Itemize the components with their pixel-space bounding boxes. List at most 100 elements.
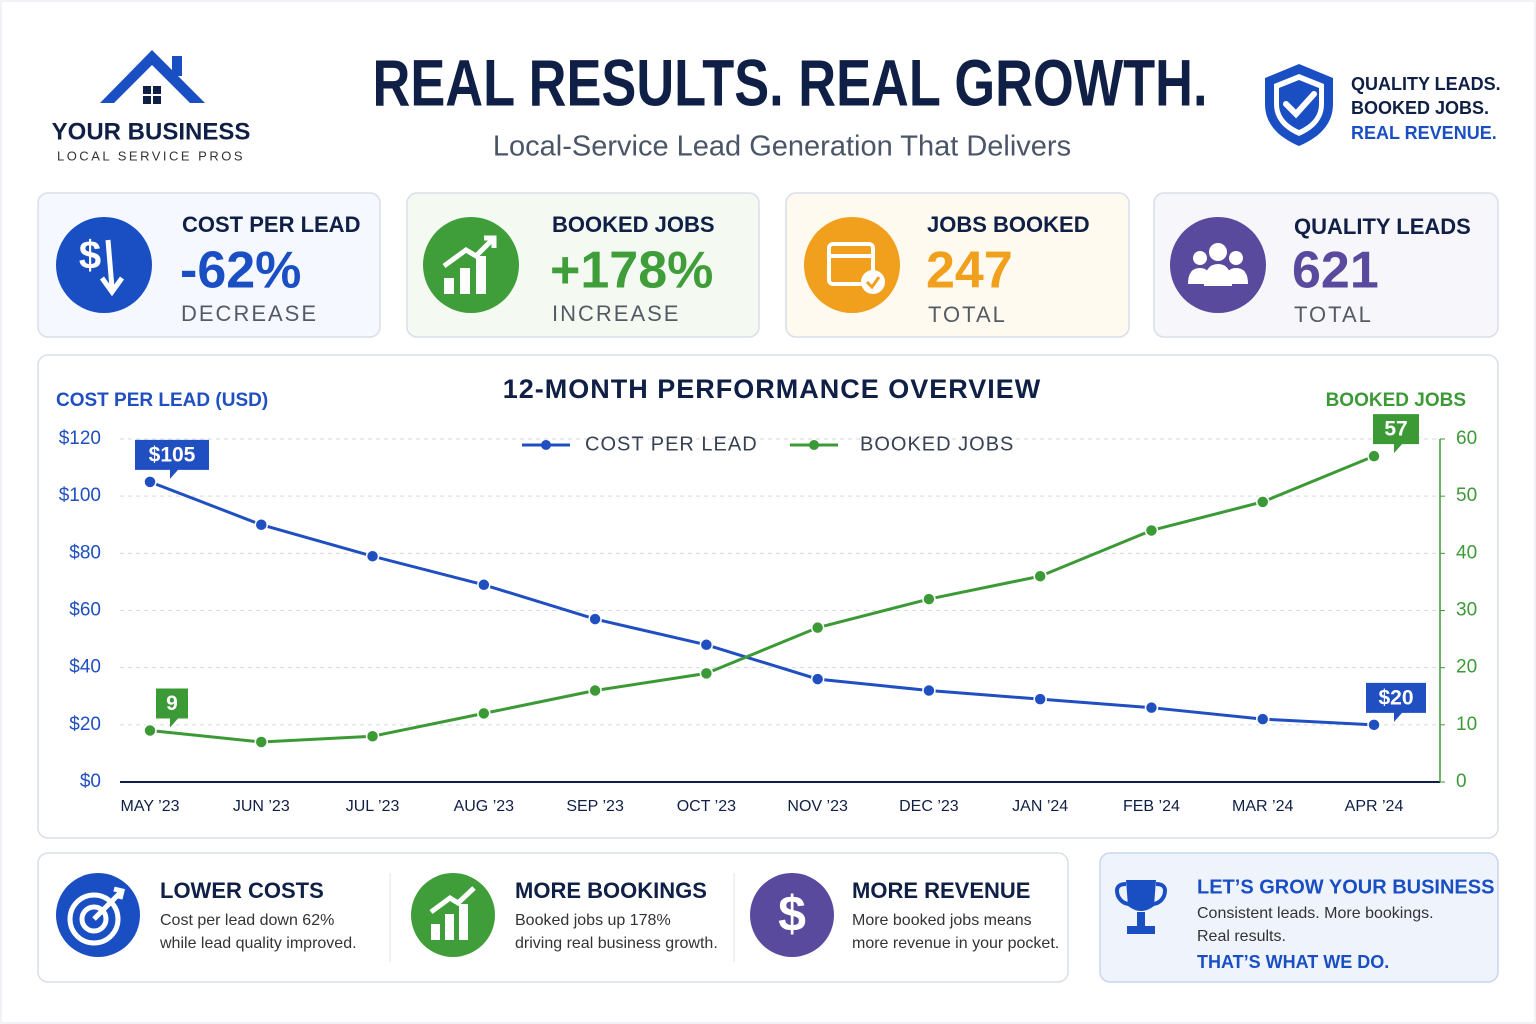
y2-tick-label: 50 <box>1456 485 1477 506</box>
stat-label: COST PER LEAD <box>182 212 360 237</box>
data-point <box>922 683 936 698</box>
cta-panel <box>1099 852 1499 983</box>
svg-text:$: $ <box>79 234 101 278</box>
stat-value: 621 <box>1292 242 1379 300</box>
cta-closing: THAT’S WHAT WE DO. <box>1197 952 1389 972</box>
data-point <box>1033 692 1047 706</box>
series-line <box>149 454 1375 744</box>
highlight-text: Booked jobs up 178% <box>515 912 671 929</box>
value-label: $20 <box>1378 686 1413 709</box>
value-label-box <box>1373 414 1419 454</box>
stat-card: QUALITY LEADS 621 TOTAL <box>1153 192 1499 338</box>
badge-line: REAL REVENUE. <box>1351 123 1497 143</box>
page-title: REAL RESULTS. REAL GROWTH. <box>373 45 1208 119</box>
stat-card: JOBS BOOKED 247 TOTAL <box>785 192 1130 338</box>
x-tick-label: APR ’24 <box>1345 798 1404 815</box>
x-tick-label: FEB ’24 <box>1123 798 1180 815</box>
stat-value: 247 <box>926 242 1013 300</box>
data-point <box>477 578 491 592</box>
data-point <box>254 518 269 532</box>
data-point <box>254 735 269 749</box>
svg-text:$: $ <box>778 886 806 942</box>
subtitle: Local-Service Lead Generation That Deliv… <box>493 131 1071 163</box>
stat-card: BOOKED JOBS +178% INCREASE <box>406 192 760 338</box>
y2-tick-label: 20 <box>1456 657 1477 678</box>
data-point <box>477 706 491 721</box>
cta-text: Consistent leads. More bookings. <box>1197 905 1434 922</box>
y2-tick-label: 30 <box>1456 600 1477 621</box>
data-point <box>588 612 602 626</box>
value-label-box <box>135 439 209 479</box>
highlight-text: Cost per lead down 62% <box>160 912 334 929</box>
data-point <box>1255 495 1270 509</box>
badge-line: BOOKED JOBS. <box>1351 98 1489 118</box>
y2-tick-label: 10 <box>1456 714 1477 735</box>
highlight-icon <box>411 873 495 957</box>
badge-line: QUALITY LEADS. <box>1351 74 1501 94</box>
data-point <box>1144 700 1159 715</box>
x-tick-label: OCT ’23 <box>677 798 736 815</box>
trophy-icon <box>1115 880 1167 934</box>
y2-axis-label: BOOKED JOBS <box>1326 390 1466 411</box>
y-tick-label: $60 <box>69 600 101 621</box>
legend-swatch <box>809 440 819 450</box>
x-tick-label: JUL ’23 <box>346 798 400 815</box>
stat-value: +178% <box>550 242 713 300</box>
stat-note: INCREASE <box>552 301 680 326</box>
data-point <box>1144 523 1159 538</box>
value-label-box <box>156 688 188 728</box>
stat-note: TOTAL <box>928 302 1007 327</box>
series-line <box>149 480 1375 727</box>
data-point <box>699 638 714 652</box>
value-label: $105 <box>149 443 196 466</box>
legend-swatch <box>541 440 551 450</box>
y-tick-label: $20 <box>69 714 101 735</box>
data-point <box>1033 569 1047 583</box>
chart: $0 $20 $40 $60 $80 $100 $120 0 10 20 30 40 50 60 MAY ’… <box>59 414 1477 815</box>
brand: YOUR BUSINESS <box>52 118 251 145</box>
stat-note: DECREASE <box>181 301 318 326</box>
data-point <box>1367 718 1381 732</box>
y-tick-label: $40 <box>69 657 101 678</box>
legend-label: COST PER LEAD <box>585 433 758 455</box>
value-label: 9 <box>166 692 178 715</box>
x-tick-label: MAR ’24 <box>1232 798 1293 815</box>
logo <box>100 50 205 104</box>
y-tick-label: $0 <box>80 771 101 792</box>
stat-label: JOBS BOOKED <box>927 212 1090 237</box>
y2-tick-label: 60 <box>1456 428 1477 449</box>
highlight-title: MORE REVENUE <box>852 878 1030 903</box>
stat-label: BOOKED JOBS <box>552 212 715 237</box>
data-point <box>365 729 380 744</box>
value-label-box <box>1366 682 1426 722</box>
highlight-title: LOWER COSTS <box>160 878 324 903</box>
y2-tick-label: 40 <box>1456 542 1477 563</box>
data-point <box>810 672 825 686</box>
highlight-title: MORE BOOKINGS <box>515 878 707 903</box>
data-point <box>699 666 714 681</box>
x-tick-label: JAN ’24 <box>1012 798 1068 815</box>
shield-icon <box>1265 64 1333 146</box>
highlight-text: driving real business growth. <box>515 935 718 952</box>
data-point <box>1367 449 1381 463</box>
y-axis-label: COST PER LEAD (USD) <box>56 390 268 411</box>
y-tick-label: $100 <box>59 485 101 506</box>
tagline: LOCAL SERVICE PROS <box>57 148 245 163</box>
chart-panel <box>37 354 1499 839</box>
highlight-icon <box>56 873 140 957</box>
x-tick-label: AUG ’23 <box>454 798 515 815</box>
stat-value: -62% <box>180 242 301 300</box>
y2-tick-label: 0 <box>1456 771 1467 792</box>
highlight-text: More booked jobs means <box>852 912 1032 929</box>
stat-label: QUALITY LEADS <box>1294 214 1471 239</box>
x-tick-label: MAY ’23 <box>121 798 180 815</box>
stat-card: $ COST PER LEAD -62% DECREASE <box>37 192 381 338</box>
data-point <box>143 723 157 738</box>
cta-title: LET’S GROW YOUR BUSINESS <box>1197 876 1494 898</box>
x-tick-label: SEP ’23 <box>566 798 624 815</box>
highlight-icon: $ <box>750 873 834 957</box>
value-label: 57 <box>1384 418 1407 441</box>
y-tick-label: $80 <box>69 542 101 563</box>
x-tick-label: JUN ’23 <box>233 798 290 815</box>
data-point <box>143 475 157 489</box>
